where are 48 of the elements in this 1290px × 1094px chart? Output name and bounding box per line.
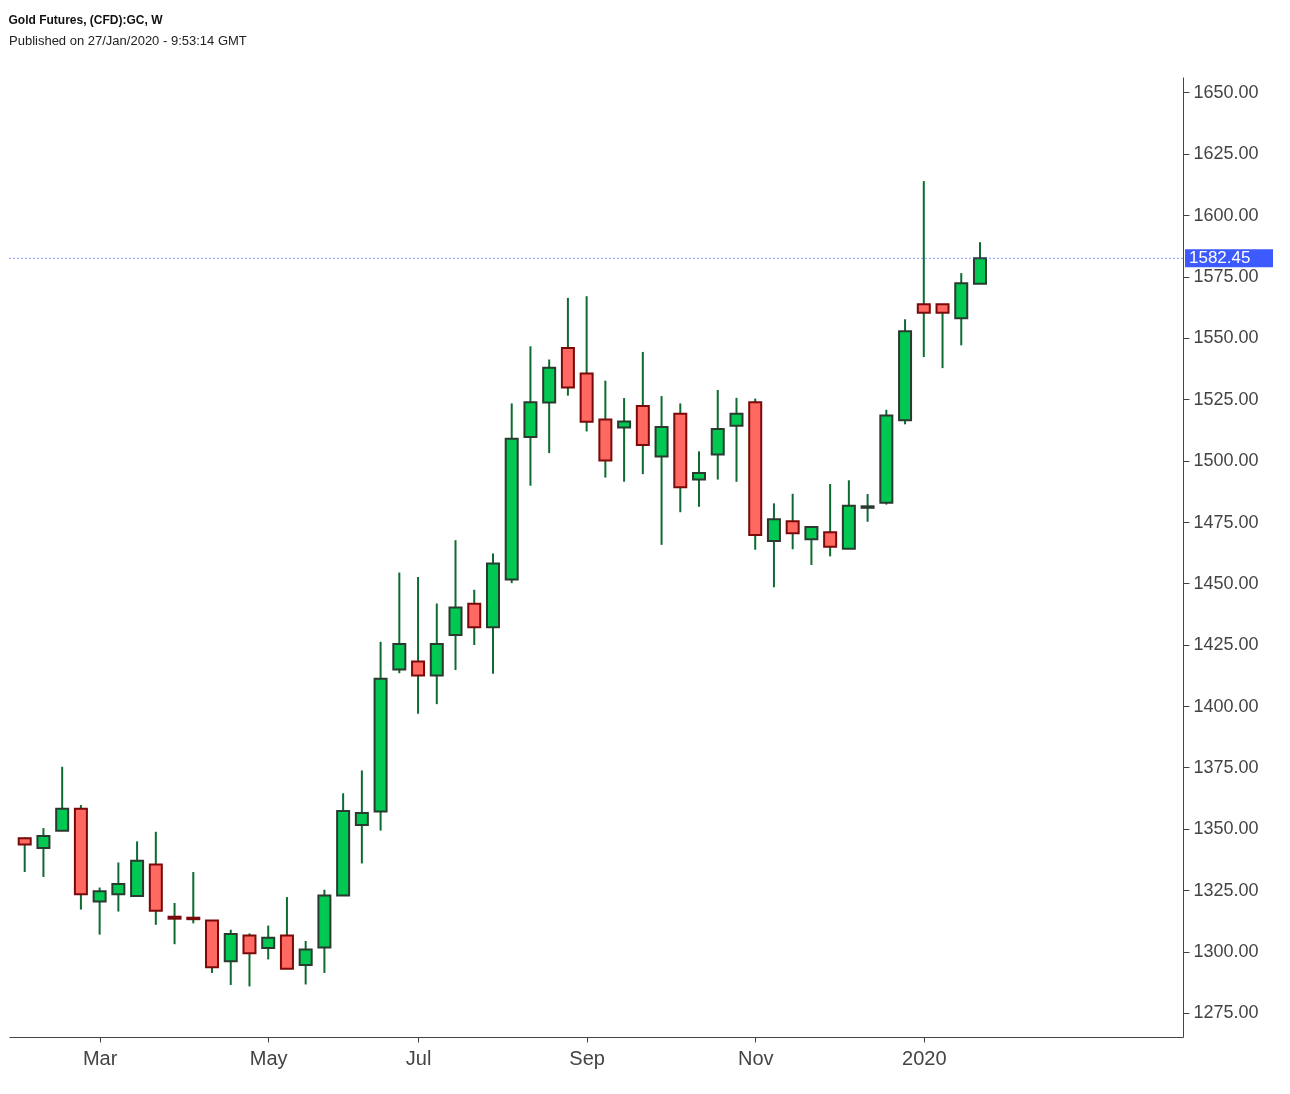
candlestick xyxy=(36,827,51,878)
candlestick xyxy=(467,588,482,646)
candlestick xyxy=(111,861,126,913)
x-tick-label: Sep xyxy=(569,1046,605,1069)
candlestick xyxy=(261,924,276,961)
x-tick-label: Mar xyxy=(82,1046,118,1069)
candlestick xyxy=(242,932,257,988)
x-tick-label: 2020 xyxy=(902,1046,947,1069)
candlestick xyxy=(916,180,931,359)
x-tick-label: Jul xyxy=(405,1046,432,1069)
candlestick xyxy=(92,886,107,936)
y-tick-label: 1525.00 xyxy=(1193,388,1259,409)
y-tick-label: 1650.00 xyxy=(1193,81,1259,102)
candlestick xyxy=(298,940,313,986)
y-tick-label: 1500.00 xyxy=(1193,450,1259,471)
y-tick-label: 1625.00 xyxy=(1193,143,1259,164)
y-tick-label: 1275.00 xyxy=(1193,1002,1259,1023)
candlestick xyxy=(823,482,838,558)
x-tick-label: Nov xyxy=(737,1046,774,1069)
text: Published on 27/Jan/2020 - 9:53:14 GMT xyxy=(9,33,247,48)
candlestick xyxy=(354,769,369,865)
candlestick xyxy=(411,576,426,715)
candlestick xyxy=(17,836,32,874)
x-tick-label: May xyxy=(249,1046,288,1069)
candlestick xyxy=(804,525,819,566)
candlestick xyxy=(785,492,800,551)
candlestick xyxy=(617,397,632,483)
y-tick-label: 1575.00 xyxy=(1193,266,1259,287)
candlestick xyxy=(766,502,781,589)
y-tick-label: 1450.00 xyxy=(1193,572,1259,593)
y-tick-label: 1550.00 xyxy=(1193,327,1259,348)
y-tick-label: 1300.00 xyxy=(1193,941,1259,962)
ref-line-label: 1582.45 xyxy=(1189,248,1251,268)
candlestick xyxy=(935,303,950,370)
y-tick-label: 1325.00 xyxy=(1193,879,1259,900)
candlestick xyxy=(692,450,707,508)
candlestick xyxy=(860,493,875,523)
y-tick-label: 1425.00 xyxy=(1193,634,1259,655)
chart-title: Gold Futures, (CFD):GC, W xyxy=(8,13,164,27)
candlestick xyxy=(167,901,182,946)
candlestick xyxy=(729,396,744,483)
y-tick-label: 1475.00 xyxy=(1193,511,1259,532)
y-tick-label: 1600.00 xyxy=(1193,204,1259,225)
candlestick xyxy=(186,871,201,925)
y-tick-label: 1350.00 xyxy=(1193,818,1259,839)
candlestick xyxy=(55,765,70,832)
y-tick-label: 1400.00 xyxy=(1193,695,1259,716)
y-tick-label: 1375.00 xyxy=(1193,756,1259,777)
